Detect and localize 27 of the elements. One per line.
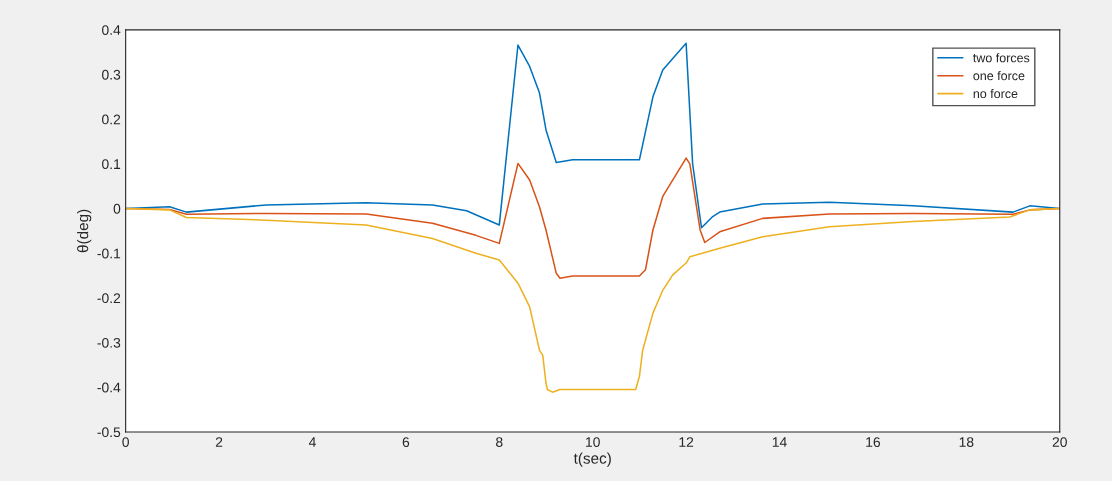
y-tick-label: 0.3 [102,69,121,80]
y-tick-label: -0.3 [97,337,121,348]
y-tick-label: 0.1 [102,159,121,170]
y-tick-label: 0 [113,203,121,214]
x-tick-label: 18 [959,437,974,447]
y-tick-label: -0.5 [97,427,121,438]
x-tick-label: 2 [215,437,223,447]
x-axis-title: t(sec) [573,452,611,467]
x-tick-label: 6 [402,437,410,447]
x-tick-label: 0 [122,437,129,447]
y-tick-label: -0.4 [97,382,121,393]
x-tick-label: 4 [308,437,316,447]
x-tick-label: 12 [679,437,694,447]
x-tick-label: 16 [866,437,881,447]
x-tick-label: 10 [586,437,600,447]
y-tick-label: 0.4 [102,25,121,35]
y-axis-title: θ(deg) [77,209,92,253]
legend-label: no force [973,88,1018,99]
x-tick-label: 8 [496,437,503,447]
x-tick-label: 20 [1052,437,1067,447]
legend-label: two forces [973,53,1030,63]
line-series [125,207,1060,393]
y-tick-label: -0.1 [97,248,121,259]
x-tick-label: 14 [772,437,787,447]
y-tick-label: -0.2 [97,293,121,304]
legend-label: one force [973,71,1025,81]
y-tick-label: 0.2 [102,114,121,125]
